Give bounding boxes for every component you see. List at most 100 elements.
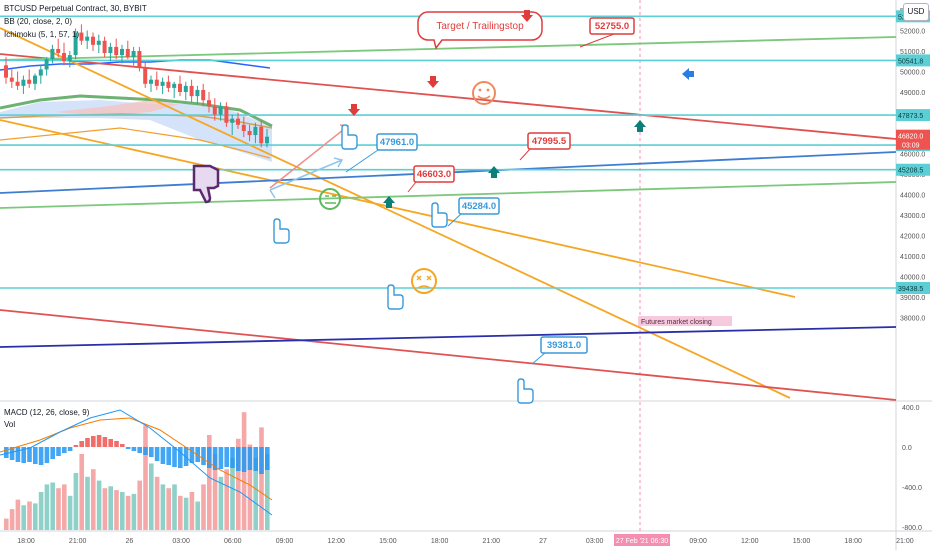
candle-body[interactable] bbox=[102, 40, 107, 54]
ichimoku-indicator-label[interactable]: Ichimoku (5, 1, 57, 1) bbox=[4, 30, 80, 39]
candle-body[interactable] bbox=[247, 130, 252, 136]
candle-body[interactable] bbox=[73, 32, 78, 56]
candle-body[interactable] bbox=[207, 100, 211, 107]
price-tag-47961[interactable] bbox=[376, 133, 418, 151]
candle-body[interactable] bbox=[137, 51, 142, 68]
candle-body[interactable] bbox=[96, 40, 101, 45]
candle-body[interactable] bbox=[154, 79, 159, 86]
macd-histogram-bar bbox=[241, 447, 247, 472]
candle-body[interactable] bbox=[56, 48, 61, 54]
volume-bar bbox=[253, 457, 258, 530]
channel-upper-orange[interactable] bbox=[0, 27, 791, 399]
candle-body[interactable] bbox=[85, 36, 90, 41]
candle-body[interactable] bbox=[236, 118, 240, 125]
macd-indicator-label[interactable]: MACD (12, 26, close, 9) bbox=[4, 408, 90, 417]
time-axis-tick-label: 03:00 bbox=[172, 538, 190, 545]
candle-body[interactable] bbox=[195, 89, 200, 97]
candle-body[interactable] bbox=[15, 81, 20, 86]
price-tag-52755[interactable] bbox=[589, 17, 635, 35]
volume-bar bbox=[27, 501, 32, 530]
candle-body[interactable] bbox=[218, 106, 223, 115]
channel-lower-orange[interactable] bbox=[0, 119, 796, 298]
currency-button[interactable]: USD bbox=[903, 3, 929, 21]
candle-body[interactable] bbox=[178, 83, 182, 92]
volume-bar bbox=[73, 473, 79, 530]
price-axis-tick-label: 43000.0 bbox=[900, 213, 925, 220]
navy-trend-line[interactable] bbox=[0, 326, 897, 348]
price-axis-tick-label: 44000.0 bbox=[900, 193, 925, 200]
candle-body[interactable] bbox=[62, 53, 66, 62]
volume-indicator-label[interactable]: Vol bbox=[4, 420, 16, 429]
candle-body[interactable] bbox=[79, 32, 84, 41]
price-tag-47995[interactable] bbox=[527, 132, 571, 150]
macd-histogram-bar bbox=[73, 445, 79, 447]
red-trend-top[interactable] bbox=[0, 53, 897, 140]
volume-bar bbox=[102, 488, 108, 530]
candle-body[interactable] bbox=[241, 124, 246, 131]
candle-body[interactable] bbox=[201, 89, 206, 101]
target-speech-bubble[interactable] bbox=[417, 11, 543, 50]
candle-body[interactable] bbox=[44, 59, 49, 70]
price-tag-45284[interactable] bbox=[458, 197, 500, 215]
candle-body[interactable] bbox=[125, 48, 130, 58]
price-axis-tick-label: 42000.0 bbox=[900, 234, 925, 241]
callout-pointer bbox=[531, 352, 546, 365]
macd-histogram-bar bbox=[154, 447, 160, 461]
price-axis-tick-label: 46000.0 bbox=[900, 152, 925, 159]
arrow-up-icon bbox=[488, 166, 500, 178]
bb-indicator-label[interactable]: BB (20, close, 2, 0) bbox=[4, 17, 73, 26]
macd-line bbox=[0, 409, 273, 516]
candle-body[interactable] bbox=[120, 48, 124, 56]
candle-body[interactable] bbox=[131, 51, 136, 58]
futures-closing-label: Futures market closing bbox=[641, 319, 712, 326]
green-trend-lower[interactable] bbox=[0, 181, 897, 209]
candle-body[interactable] bbox=[67, 55, 72, 62]
macd-histogram-bar bbox=[102, 437, 108, 447]
price-tag-39381[interactable] bbox=[540, 336, 588, 354]
candle-body[interactable] bbox=[265, 136, 269, 144]
candle-body[interactable] bbox=[253, 126, 258, 136]
macd-histogram-bar bbox=[85, 438, 90, 447]
candle-body[interactable] bbox=[230, 118, 235, 123]
volume-bar bbox=[172, 484, 177, 530]
price-tag-46603[interactable] bbox=[413, 165, 455, 183]
volume-bar bbox=[207, 435, 212, 530]
candle-body[interactable] bbox=[166, 81, 171, 88]
candle-body[interactable] bbox=[114, 46, 119, 56]
pointing-hand-icon bbox=[341, 124, 358, 150]
volume-bar bbox=[21, 505, 26, 530]
candle-body[interactable] bbox=[172, 83, 177, 88]
candle-body[interactable] bbox=[38, 69, 43, 76]
candle-body[interactable] bbox=[4, 65, 8, 78]
candle-body[interactable] bbox=[212, 106, 217, 115]
macd-histogram-bar bbox=[56, 447, 61, 456]
candle-body[interactable] bbox=[259, 126, 264, 144]
candle-body[interactable] bbox=[183, 85, 188, 92]
arrow-down-icon bbox=[348, 104, 360, 116]
candle-body[interactable] bbox=[50, 48, 55, 60]
candle-body[interactable] bbox=[189, 85, 194, 97]
candle-body[interactable] bbox=[224, 106, 229, 123]
green-trend-upper[interactable] bbox=[0, 36, 897, 61]
candle-body[interactable] bbox=[160, 81, 165, 86]
time-axis-tick-label: 21:00 bbox=[483, 538, 501, 545]
red-trend-bottom[interactable] bbox=[0, 309, 897, 401]
volume-bar bbox=[149, 463, 154, 530]
arrow-left-icon bbox=[682, 68, 694, 80]
price-axis-tick-label: 49000.0 bbox=[900, 90, 925, 97]
callout-pointer bbox=[407, 181, 417, 193]
time-axis-tick-label: 18:00 bbox=[844, 538, 862, 545]
candle-body[interactable] bbox=[91, 36, 95, 45]
candle-body[interactable] bbox=[21, 79, 26, 86]
candle-body[interactable] bbox=[9, 77, 14, 82]
candle-body[interactable] bbox=[33, 75, 37, 84]
pointing-hand-icon bbox=[431, 202, 448, 228]
macd-axis-tick-label: -400.0 bbox=[902, 485, 922, 492]
candle-body[interactable] bbox=[108, 46, 113, 54]
candle-body[interactable] bbox=[27, 79, 32, 84]
arrow-down-icon bbox=[521, 10, 533, 22]
candle-body[interactable] bbox=[143, 67, 148, 84]
candle-body[interactable] bbox=[149, 79, 153, 84]
